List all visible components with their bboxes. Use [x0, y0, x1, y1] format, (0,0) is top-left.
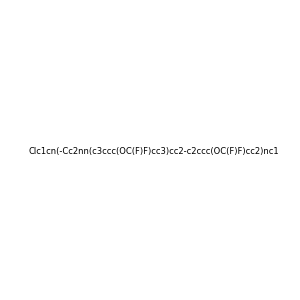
Text: Clc1cn(-Cc2nn(c3ccc(OC(F)F)cc3)cc2-c2ccc(OC(F)F)cc2)nc1: Clc1cn(-Cc2nn(c3ccc(OC(F)F)cc3)cc2-c2ccc…	[28, 147, 279, 156]
